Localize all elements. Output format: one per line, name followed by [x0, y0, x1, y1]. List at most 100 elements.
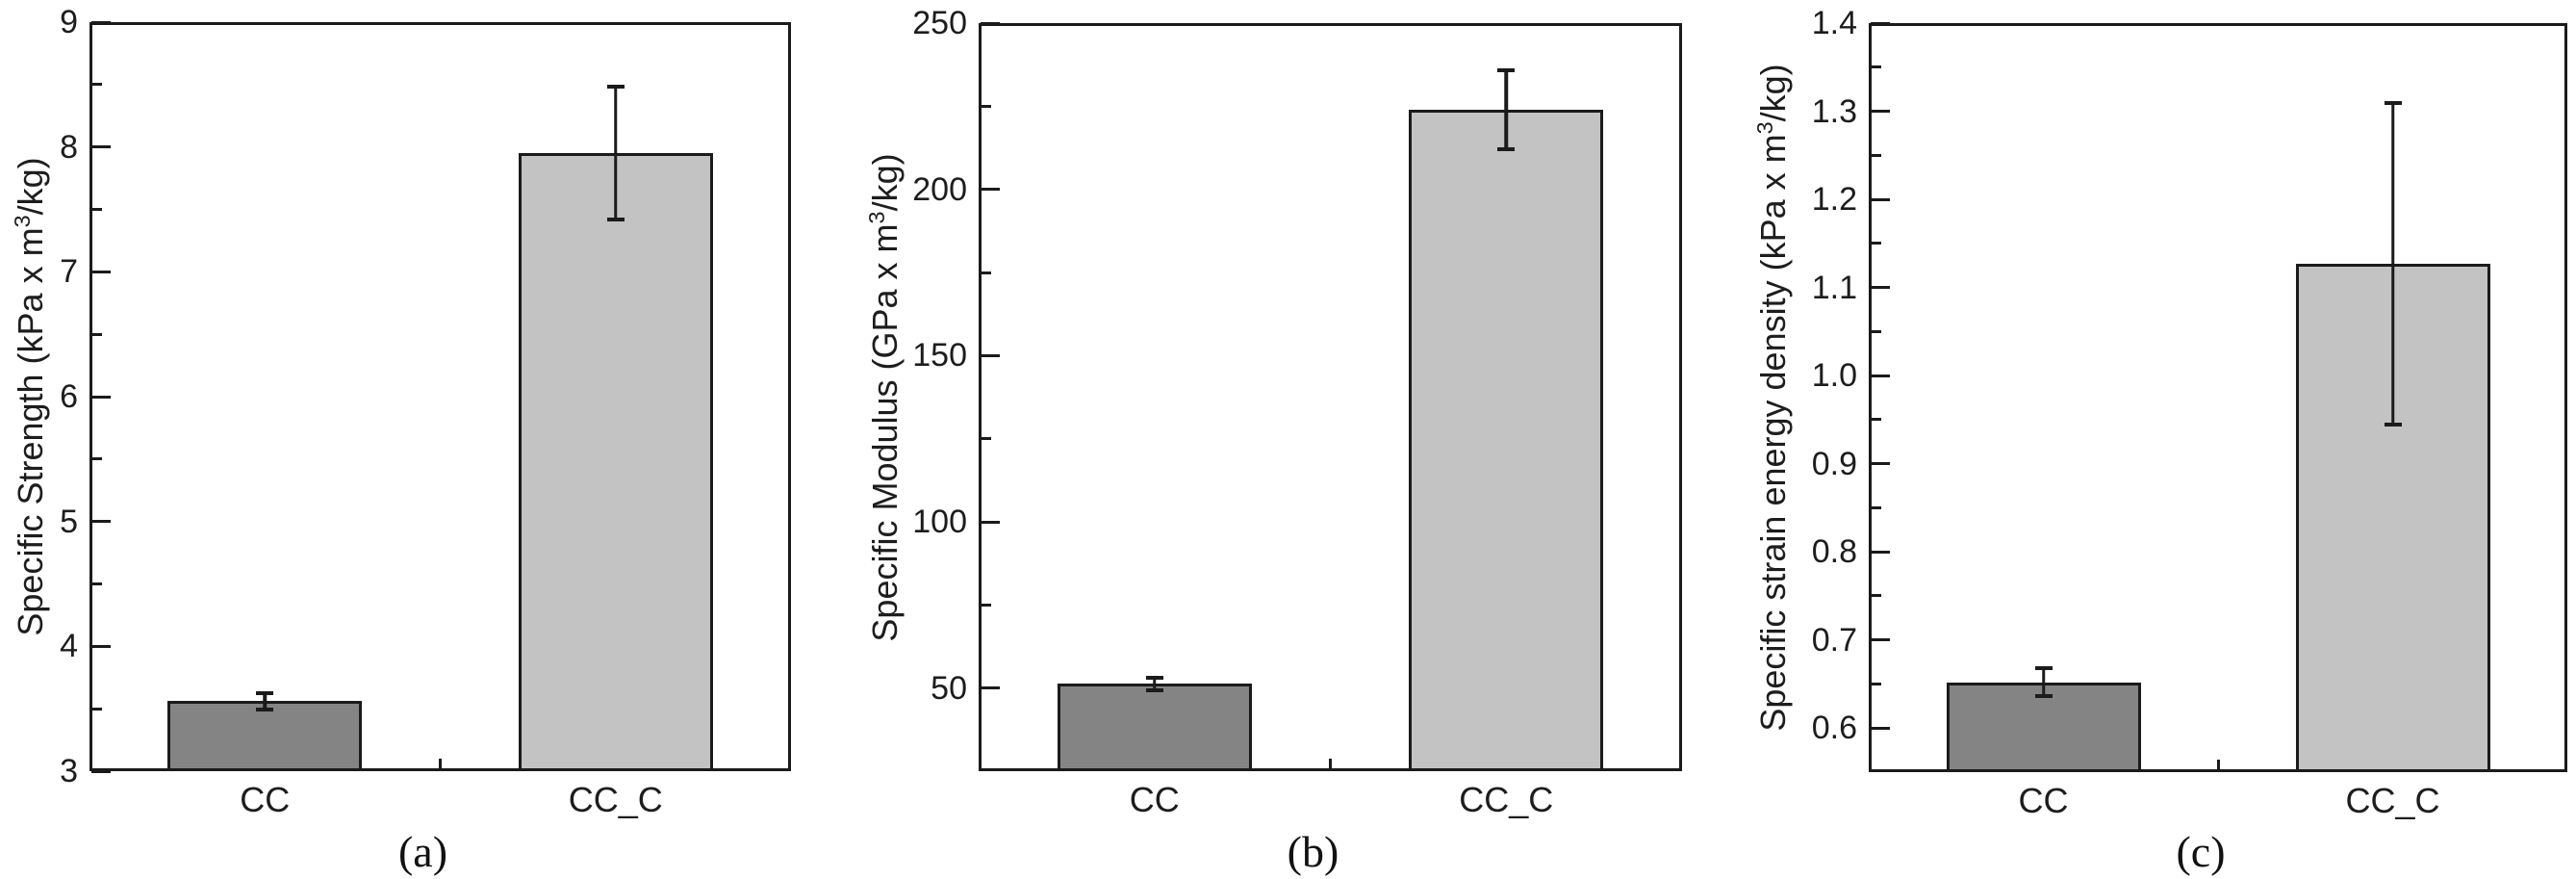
- y-axis-tick-label: 6: [60, 378, 78, 415]
- x-axis-center-tick: [2216, 760, 2220, 769]
- error-bar-cap-bottom: [1145, 687, 1163, 692]
- y-axis-title-text: Specific Strength (kPa x m: [11, 227, 50, 636]
- error-bar-stem: [1153, 675, 1157, 692]
- y-axis-tick-label: 1.2: [1811, 181, 1857, 219]
- y-axis-minor-tick: [1871, 153, 1881, 157]
- y-axis-major-tick: [1871, 286, 1890, 290]
- y-axis-minor-tick: [91, 707, 102, 711]
- y-axis-minor-tick: [1871, 329, 1881, 333]
- y-axis-major-tick: [981, 520, 1000, 524]
- y-axis-minor-tick: [1871, 682, 1881, 685]
- error-bar-CC_C: [606, 84, 625, 222]
- y-axis-minor-tick: [981, 271, 991, 274]
- y-axis-major-tick: [1871, 21, 1890, 25]
- y-axis-major-tick: [91, 644, 111, 648]
- y-axis-tick-label: 1.0: [1811, 357, 1857, 395]
- y-axis-major-tick: [91, 395, 111, 399]
- error-bar-cap-bottom: [1497, 146, 1516, 151]
- y-axis-title-superscript: 3: [10, 215, 35, 228]
- y-axis-tick-label: 150: [912, 337, 967, 375]
- y-axis-minor-tick: [91, 457, 102, 461]
- error-bar-cap-top: [256, 691, 274, 695]
- y-axis-title: Specific Modulus (GPa x m3/kg): [864, 152, 905, 642]
- y-axis-major-tick: [1871, 197, 1890, 201]
- y-axis-major-tick: [1871, 462, 1890, 466]
- panel-caption: (b): [1287, 827, 1339, 876]
- x-category-label: CC: [240, 780, 291, 819]
- y-axis-minor-tick: [1871, 65, 1881, 69]
- error-bar-CC_C: [2384, 100, 2402, 427]
- y-axis-title-superscript: 3: [864, 210, 889, 223]
- y-axis-major-tick: [981, 353, 1000, 357]
- error-bar-cap-top: [1145, 675, 1163, 680]
- y-axis-major-tick: [981, 188, 1000, 192]
- bar-CC: [167, 701, 363, 771]
- x-category-label: CC: [1129, 780, 1180, 819]
- y-axis-title: Specific strain energy density (kPa x m3…: [1752, 64, 1793, 732]
- y-axis-major-tick: [91, 20, 111, 24]
- error-bar-stem: [2390, 100, 2395, 427]
- y-axis-major-tick: [91, 145, 111, 149]
- bar-CC_C: [518, 153, 713, 771]
- y-axis-tick-label: 1.3: [1811, 92, 1857, 130]
- error-bar-stem: [2041, 666, 2046, 699]
- x-axis-center-tick: [1329, 759, 1332, 768]
- y-axis-tick-label: 0.9: [1811, 445, 1857, 482]
- y-axis-minor-tick: [1871, 242, 1881, 246]
- y-axis-tick-label: 100: [912, 504, 967, 540]
- error-bar-cap-top: [2034, 666, 2053, 671]
- error-bar-stem: [614, 84, 618, 222]
- y-axis-tick-label: 3: [60, 753, 78, 789]
- y-axis-tick-label: 250: [912, 5, 967, 41]
- y-axis-title-text: Specific Modulus (GPa x m: [865, 222, 905, 642]
- y-axis-minor-tick: [981, 603, 991, 607]
- error-bar-CC_C: [1497, 67, 1516, 151]
- y-axis-major-tick: [1871, 550, 1890, 554]
- error-bar-CC: [1145, 675, 1163, 692]
- bar-CC_C: [1409, 109, 1604, 771]
- y-axis-tick-label: 5: [60, 503, 78, 540]
- bar-CC: [1057, 684, 1252, 771]
- y-axis-title-text: Specific strain energy density (kPa x m: [1753, 134, 1793, 732]
- error-bar-CC: [256, 691, 274, 711]
- panel-caption: (c): [2176, 827, 2226, 876]
- error-bar-cap-bottom: [2034, 694, 2053, 699]
- y-axis-tick-label: 4: [60, 628, 78, 665]
- y-axis-tick-label: 0.7: [1811, 621, 1857, 659]
- x-axis-center-tick: [439, 759, 442, 768]
- y-axis-tick-label: 200: [912, 170, 967, 208]
- error-bar-cap-bottom: [2384, 423, 2402, 427]
- error-bar-cap-top: [2384, 100, 2402, 105]
- chart-panel-c: 1.4 1.3 1.2 1.1 1.0 0.9 0.8 0.7 0.6 CC CC_C Specifi…: [1717, 0, 2576, 879]
- y-axis-title: Specific Strength (kPa x m3/kg): [10, 157, 50, 636]
- y-axis-tick-label: 0.8: [1811, 533, 1857, 571]
- y-axis-tick-label: 8: [60, 128, 78, 166]
- y-axis-title-text: /kg): [865, 152, 905, 211]
- x-category-label: CC_C: [568, 780, 663, 819]
- y-axis-tick-label: 0.6: [1811, 710, 1857, 747]
- y-axis-minor-tick: [981, 104, 991, 108]
- x-category-label: CC_C: [2345, 781, 2440, 820]
- error-bar-cap-bottom: [256, 707, 274, 711]
- x-category-label: CC_C: [1459, 780, 1554, 819]
- error-bar-cap-top: [1497, 67, 1516, 72]
- error-bar-stem: [1504, 67, 1508, 151]
- y-axis-major-tick: [91, 769, 111, 773]
- y-axis-tick-label: 9: [60, 4, 78, 40]
- y-axis-title-text: /kg): [11, 157, 50, 216]
- y-axis-major-tick: [1871, 110, 1890, 114]
- y-axis-tick-label: 50: [931, 669, 967, 707]
- y-axis-major-tick: [1871, 374, 1890, 377]
- error-bar-cap-top: [606, 84, 625, 89]
- y-axis-tick-label: 1.4: [1811, 5, 1857, 41]
- y-axis-minor-tick: [1871, 418, 1881, 422]
- y-axis-minor-tick: [1871, 505, 1881, 509]
- error-bar-CC: [2034, 666, 2053, 699]
- x-category-label: CC: [2018, 781, 2069, 820]
- y-axis-minor-tick: [91, 83, 102, 87]
- y-axis-title-text: /kg): [1753, 64, 1793, 122]
- y-axis-minor-tick: [1871, 594, 1881, 598]
- y-axis-major-tick: [91, 520, 111, 524]
- panel-caption: (a): [397, 827, 448, 876]
